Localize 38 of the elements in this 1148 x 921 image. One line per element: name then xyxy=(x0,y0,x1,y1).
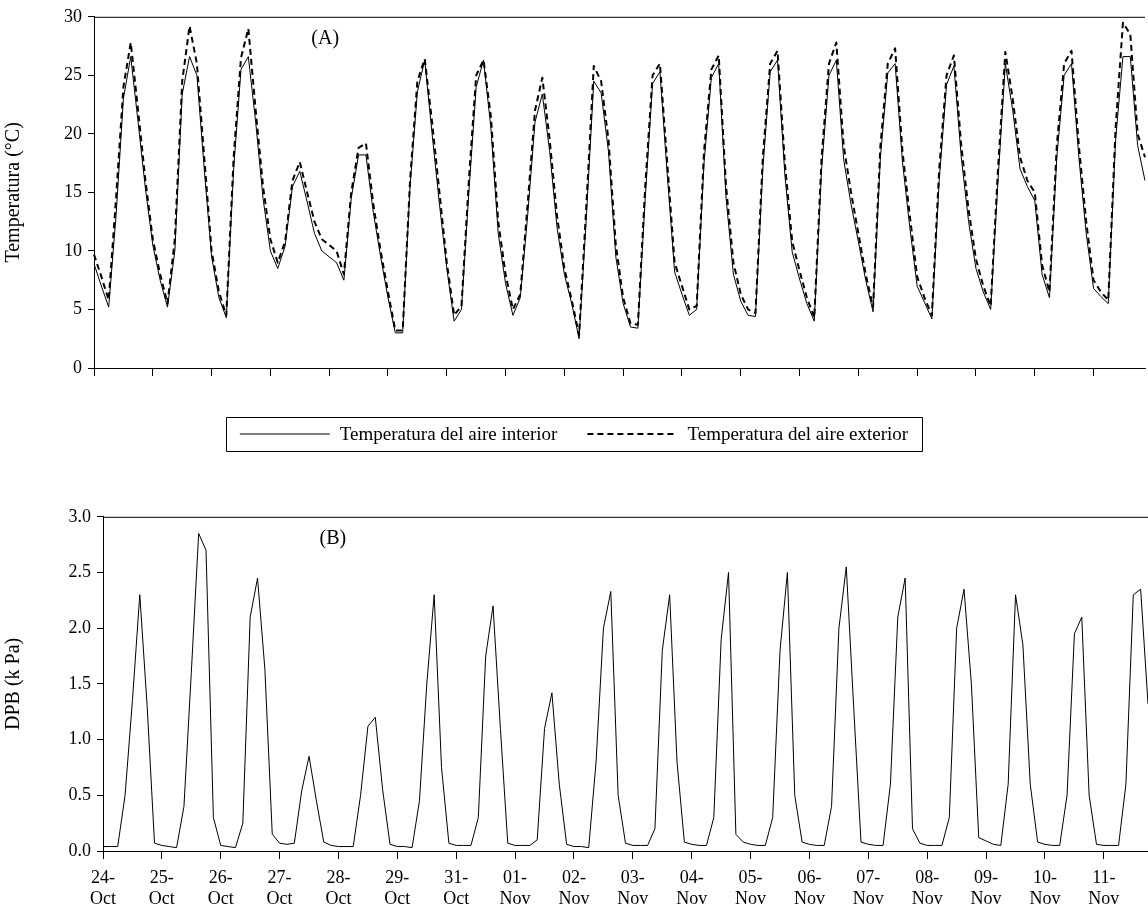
legend-label: Temperatura del aire interior xyxy=(339,422,559,444)
y-tick-label: 0.5 xyxy=(68,784,91,805)
y-tick-label: 0 xyxy=(73,356,82,377)
y-tick-label: 2.0 xyxy=(68,616,91,637)
annotation: (A) xyxy=(311,26,340,50)
y-tick-label: 25 xyxy=(64,64,82,85)
annotation: (B) xyxy=(319,526,347,550)
x-tick-label: 09- Nov xyxy=(970,866,1002,909)
x-tick-label: 01- Nov xyxy=(499,866,531,909)
x-tick-label: 27- Oct xyxy=(266,866,293,909)
x-tick-label: 10- Nov xyxy=(1029,866,1061,909)
y-tick-label: 2.5 xyxy=(68,561,91,582)
legend-label: Temperatura del aire exterior xyxy=(687,422,909,444)
y-tick-label: 20 xyxy=(64,122,82,143)
x-tick-label: 03- Nov xyxy=(617,866,649,909)
x-tick-label: 05- Nov xyxy=(735,866,767,909)
x-tick-label: 31- Oct xyxy=(443,866,470,909)
y-tick-label: 30 xyxy=(64,5,82,26)
x-tick-label: 24- Oct xyxy=(90,866,116,909)
y-axis-title: DPB (k Pa) xyxy=(1,637,25,731)
y-tick-label: 1.0 xyxy=(68,728,91,749)
y-tick-label: 1.5 xyxy=(68,672,91,693)
x-tick-label: 06- Nov xyxy=(793,866,825,909)
y-axis-title: Temperatura (°C) xyxy=(1,122,25,263)
x-tick-label: 11- Nov xyxy=(1088,866,1120,909)
x-tick-label: 26- Oct xyxy=(207,866,234,909)
x-tick-label: 08- Nov xyxy=(911,866,943,909)
y-tick-label: 3.0 xyxy=(68,505,91,526)
x-tick-label: 25- Oct xyxy=(148,866,175,909)
x-tick-label: 02- Nov xyxy=(558,866,590,909)
x-tick-label: 29- Oct xyxy=(384,866,411,909)
x-tick-label: 04- Nov xyxy=(676,866,708,909)
x-tick-label: 28- Oct xyxy=(325,866,352,909)
y-tick-label: 5 xyxy=(73,298,82,319)
y-tick-label: 10 xyxy=(64,239,82,260)
y-tick-label: 0.0 xyxy=(68,839,91,860)
x-tick-label: 07- Nov xyxy=(852,866,884,909)
y-tick-label: 15 xyxy=(64,181,82,202)
